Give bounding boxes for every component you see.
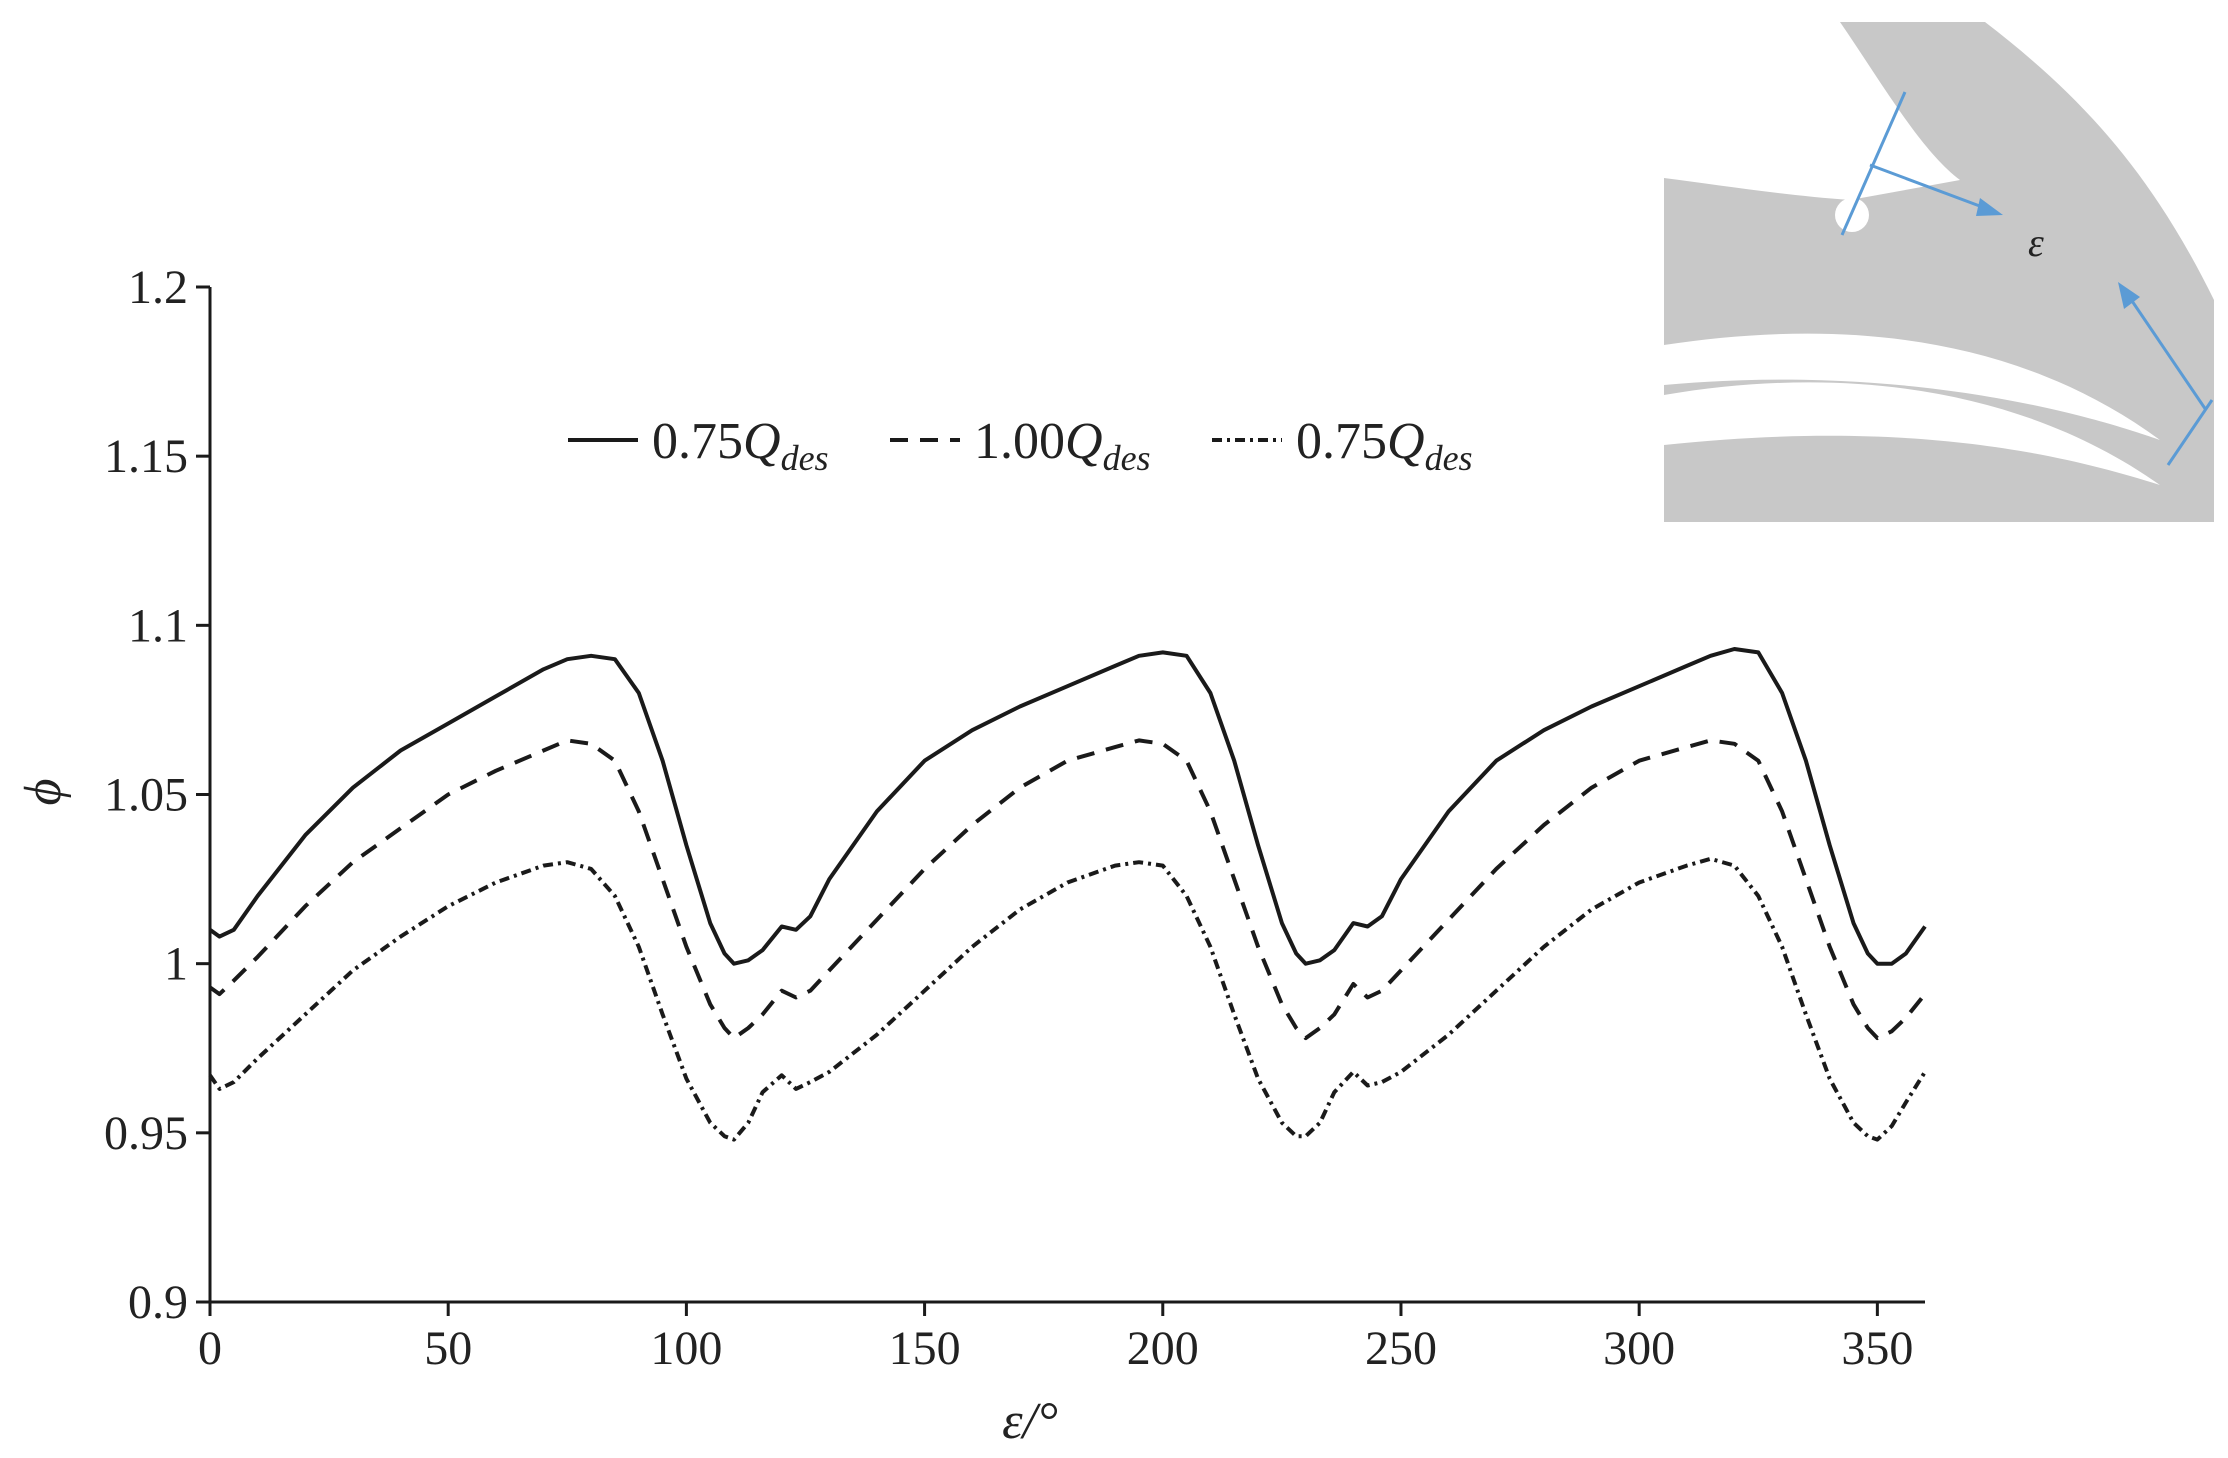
y-ticks: 0.9 0.95 1 1.05 1.1 1.15 1.2 <box>104 261 210 1329</box>
series-layer <box>208 647 1927 1142</box>
legend: 0.75Qdes 1.00Qdes 0.75Qdes <box>568 413 1473 478</box>
x-tick-label: 350 <box>1841 1322 1913 1375</box>
y-tick-label: 1.1 <box>128 599 188 652</box>
inset-label: ε <box>2028 220 2044 265</box>
x-tick-label: 250 <box>1365 1322 1437 1375</box>
y-tick-label: 0.9 <box>128 1276 188 1329</box>
series-line-3 <box>208 856 1927 1142</box>
inset-upper-gap <box>1664 22 1960 200</box>
x-tick-label: 200 <box>1127 1322 1199 1375</box>
legend-label-1: 0.75Qdes <box>652 413 829 478</box>
inset-arrowhead-2 <box>2118 282 2140 309</box>
legend-label-3: 0.75Qdes <box>1296 413 1473 478</box>
x-tick-label: 0 <box>198 1322 222 1375</box>
y-axis-title: ϕ <box>15 779 72 806</box>
inset-cross-line-1 <box>1840 91 1907 236</box>
y-tick-label: 0.95 <box>104 1107 188 1160</box>
inset-upper-right-white <box>1985 22 2214 300</box>
y-tick-label: 1.05 <box>104 769 188 822</box>
y-tick-label: 1.15 <box>104 430 188 483</box>
x-ticks: 0 50 100 150 200 250 300 350 <box>198 1302 1913 1375</box>
series-line-2 <box>208 738 1927 1041</box>
x-tick-label: 100 <box>650 1322 722 1375</box>
y-tick-label: 1.2 <box>128 261 188 314</box>
y-tick-label: 1 <box>164 938 188 991</box>
inset-cross-line-2 <box>2166 399 2214 466</box>
inset-arrowhead-1 <box>1976 198 2003 216</box>
x-tick-label: 150 <box>889 1322 961 1375</box>
series-line-1 <box>208 647 1927 966</box>
inset-diagram: ε <box>1664 22 2214 522</box>
x-tick-label: 300 <box>1603 1322 1675 1375</box>
inset-lower-gap <box>1664 382 2160 485</box>
inset-arrow-1 <box>1869 163 1986 210</box>
x-tick-label: 50 <box>424 1322 472 1375</box>
x-axis-title: ε/° <box>1002 1393 1058 1450</box>
legend-label-2: 1.00Qdes <box>974 413 1151 478</box>
inset-arrow-2 <box>2128 297 2208 411</box>
inset-middle-gap <box>1664 333 2160 440</box>
